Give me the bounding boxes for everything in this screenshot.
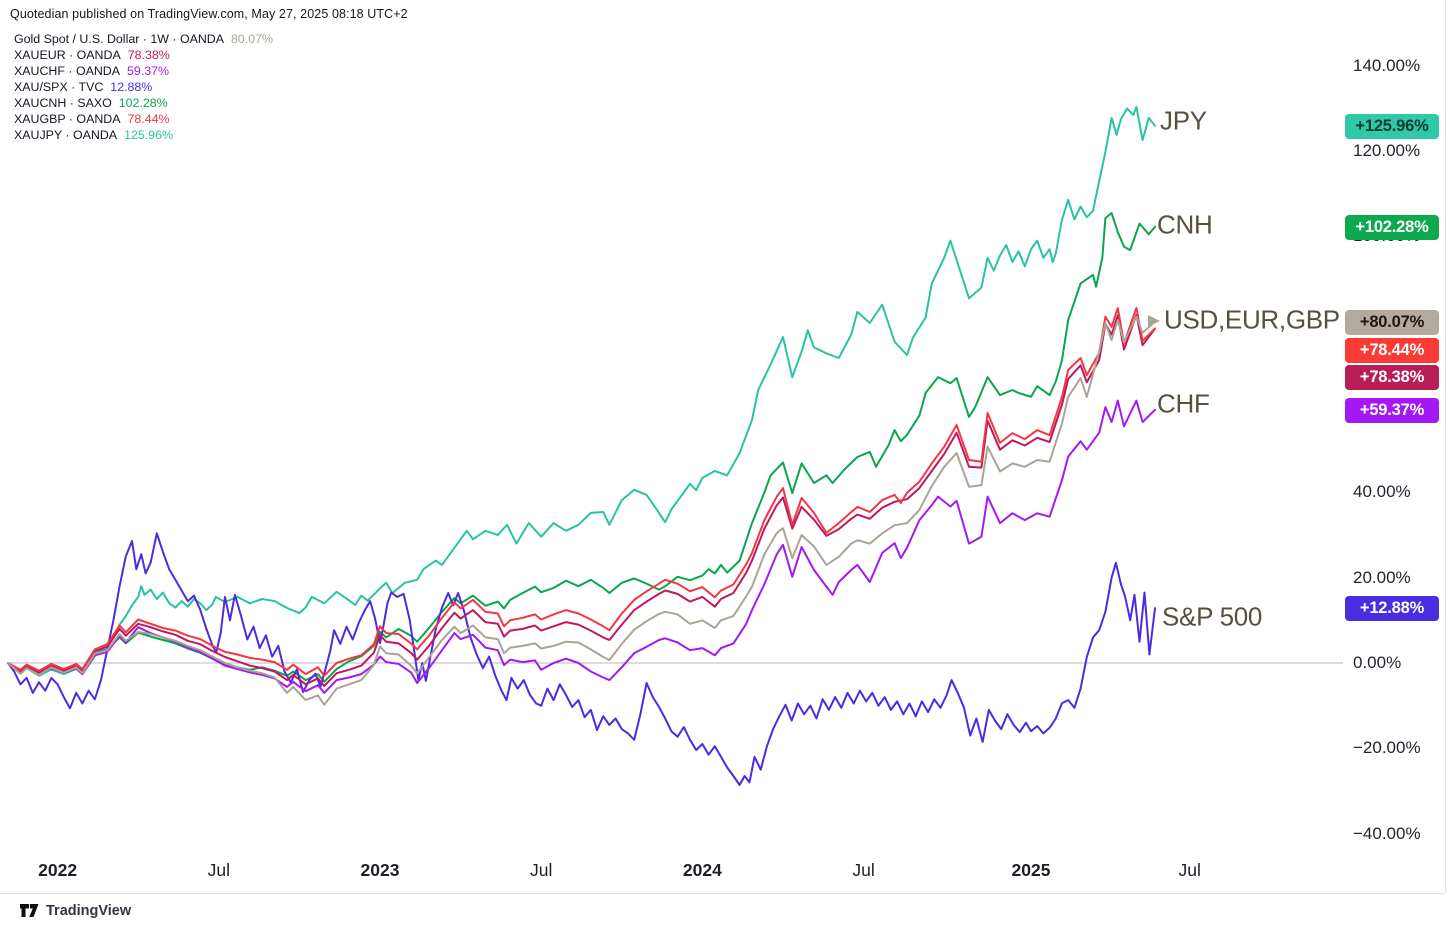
chart-label-chf: CHF [1157,388,1210,419]
legend-row-xaugbp[interactable]: XAUGBP · OANDA 78.44% [14,111,273,127]
chart-label-cnh: CNH [1157,209,1213,240]
legend-change-value: 59.37% [127,64,170,78]
series-line-xauspx [7,532,1156,786]
price-badge-12.88: +12.88% [1345,595,1439,621]
series-line-xauchf [7,399,1156,694]
legend-symbol-text: XAUGBP · OANDA [14,112,121,126]
y-axis-tick-0: 0.00% [1353,653,1402,672]
series-line-xaujpy [7,105,1156,677]
legend-row-main-symbol[interactable]: Gold Spot / U.S. Dollar · 1W · OANDA 80.0… [14,31,273,47]
price-badge-59.37: +59.37% [1345,397,1439,423]
series-line-xaugbp [7,307,1156,677]
legend-symbol-text: XAUCHF · OANDA [14,64,121,78]
x-axis-tick-jul: Jul [1178,860,1201,880]
legend-change-value: 102.28% [118,96,168,110]
legend-row-xaujpy[interactable]: XAUJPY · OANDA 125.96% [14,127,273,143]
legend-symbol-text: XAUJPY · OANDA [14,128,118,142]
series-end-marker-xauusd [1148,315,1160,327]
chart-bottom-border [0,893,1445,894]
legend-row-xauspx[interactable]: XAU/SPX · TVC 12.88% [14,79,273,95]
publish-attribution: Quotedian published on TradingView.com, … [10,7,408,21]
tradingview-wordmark[interactable]: TradingView [46,902,132,919]
series-line-xauusd [7,315,1156,706]
x-axis-tick-2024: 2024 [682,860,722,880]
legend-symbol-text: XAUEUR · OANDA [14,48,121,62]
y-axis-tick--40: −40.00% [1353,823,1421,843]
legend-symbol-text: XAU/SPX · TVC [14,80,104,94]
x-axis-tick-2023: 2023 [360,860,400,880]
legend-symbol-text: XAUCNH · SAXO [14,96,112,110]
legend-change-value: 12.88% [110,80,153,94]
x-axis-tick-jul: Jul [530,860,553,880]
x-axis-tick-2022: 2022 [38,860,78,880]
chart-label-jpy: JPY [1160,105,1207,136]
x-axis-tick-jul: Jul [207,860,230,880]
price-badge-78.38: +78.38% [1345,364,1439,390]
legend-row-xauchf[interactable]: XAUCHF · OANDA 59.37% [14,63,273,79]
legend-row-xaucnh[interactable]: XAUCNH · SAXO 102.28% [14,95,273,111]
series-line-xaueur [7,313,1156,687]
y-axis-tick-40: 40.00% [1353,482,1411,502]
price-badge-125.96: +125.96% [1345,113,1439,139]
tradingview-footer: TradingView [20,902,131,919]
legend-change-value: 80.07% [231,32,274,46]
price-badge-80.07: +80.07% [1345,309,1439,335]
legend-panel: Gold Spot / U.S. Dollar · 1W · OANDA 80.0… [14,31,273,143]
price-badge-78.44: +78.44% [1345,337,1439,363]
x-axis-tick-2025: 2025 [1011,860,1051,880]
legend-symbol-text: Gold Spot / U.S. Dollar · 1W · OANDA [14,32,225,46]
legend-change-value: 78.38% [127,48,170,62]
x-axis-tick-jul: Jul [852,860,875,880]
chart-label-usd-eur-gbp: USD,EUR,GBP [1164,304,1340,335]
tradingview-logo-icon[interactable] [20,902,39,919]
legend-row-xaueur[interactable]: XAUEUR · OANDA 78.38% [14,47,273,63]
axis-right-border [1445,0,1446,893]
y-axis-tick--20: −20.00% [1353,738,1421,758]
chart-label-s-p-500: S&P 500 [1162,601,1263,632]
y-axis-tick-120: 120.00% [1353,141,1421,161]
price-badge-102.28: +102.28% [1345,214,1439,240]
y-axis-tick-140: 140.00% [1353,55,1421,75]
legend-change-value: 125.96% [124,128,173,142]
y-axis-tick-20: 20.00% [1353,567,1411,587]
legend-change-value: 78.44% [127,112,170,126]
